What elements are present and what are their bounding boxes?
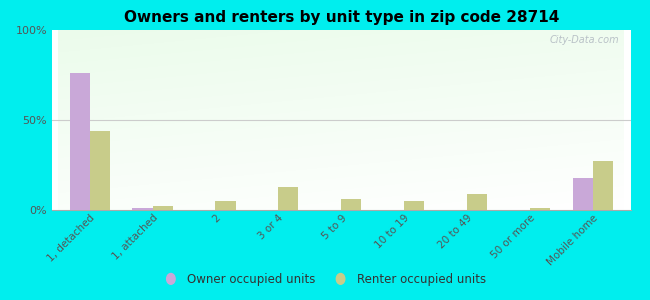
Bar (573, 178, 593, 210)
Bar (216, 201, 235, 210)
Bar (90, 131, 110, 210)
Bar (70, 73, 90, 210)
Bar (404, 201, 424, 210)
Bar (593, 161, 613, 210)
Bar (133, 208, 153, 210)
Bar (341, 199, 361, 210)
Bar (153, 206, 173, 210)
Title: Owners and renters by unit type in zip code 28714: Owners and renters by unit type in zip c… (124, 10, 559, 25)
Legend: Owner occupied units, Renter occupied units: Owner occupied units, Renter occupied un… (159, 269, 491, 291)
Bar (530, 208, 550, 210)
Text: City-Data.com: City-Data.com (549, 35, 619, 45)
Bar (278, 187, 298, 210)
Bar (467, 194, 487, 210)
